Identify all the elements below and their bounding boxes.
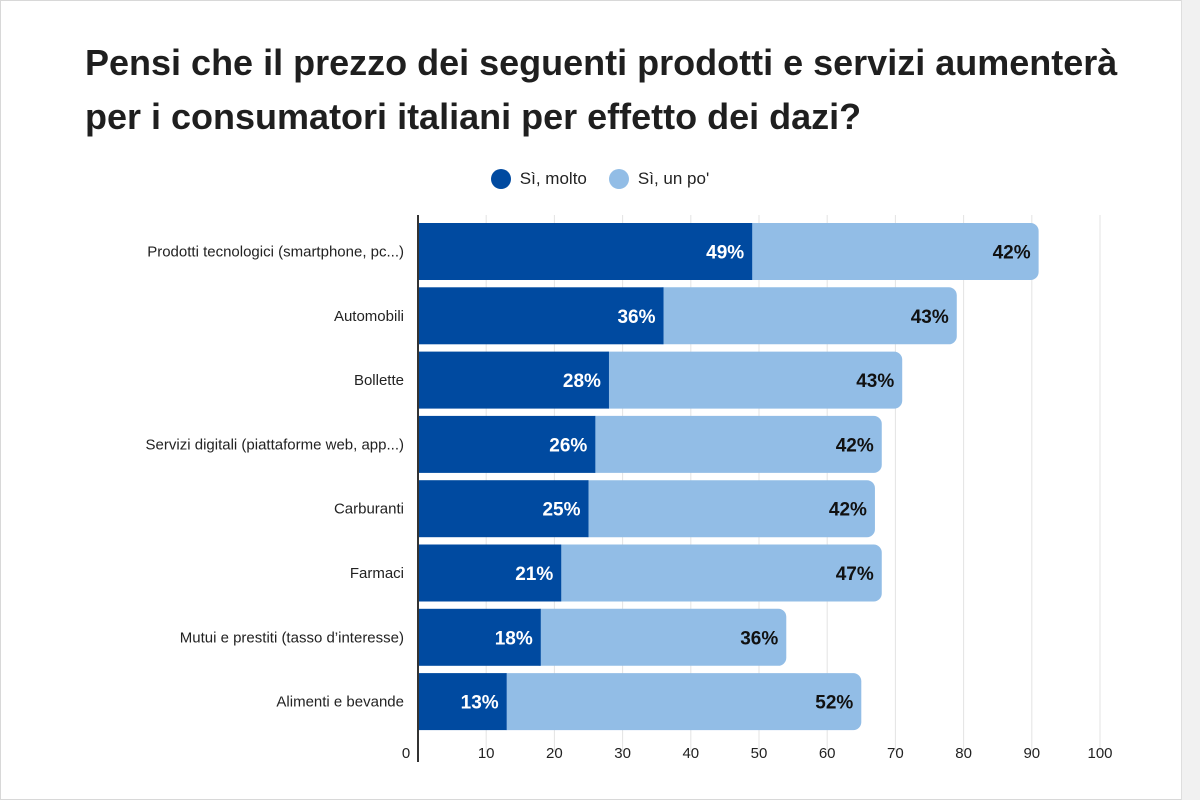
category-label: Farmaci [350,565,404,582]
legend-swatch-dark-blue [490,169,511,189]
x-tick-label: 60 [819,745,836,762]
category-label: Bollette [354,372,404,389]
bar-segment-si-molto [418,287,664,345]
chart-legend: Sì, molto Sì, un po' [0,166,1200,192]
bar-segment-si-molto [418,608,541,666]
legend-label-si-un-po: Sì, un po' [637,169,710,188]
bar-segment-si-molto [418,480,589,538]
bar-segment-si-un-po [532,608,787,666]
data-label-si-un-po: 52% [815,693,853,714]
bar-segment-si-un-po [498,673,862,731]
x-tick-label: 40 [682,745,699,762]
data-label-si-molto: 28% [563,371,601,392]
data-label-si-molto: 13% [461,693,499,714]
category-label: Prodotti tecnologici (smartphone, pc...) [147,244,404,261]
data-label-si-un-po: 42% [829,500,867,521]
x-tick-label: 0 [402,745,410,762]
category-label: Mutui e prestiti (tasso d’interesse) [180,629,404,646]
bar-segment-si-un-po [655,287,957,345]
data-label-si-un-po: 42% [836,435,874,456]
legend-item-si-molto: Sì, molto [490,169,587,189]
chart-title: Pensi che il prezzo dei seguenti prodott… [85,42,1118,137]
data-label-si-un-po: 43% [856,371,894,392]
data-label-si-molto: 18% [495,628,533,649]
data-label-si-un-po: 36% [740,628,778,649]
data-label-si-molto: 26% [549,435,587,456]
bar-segment-si-un-po [553,544,882,602]
bar-segment-si-un-po [587,415,882,473]
bar-segment-si-un-po [580,480,875,538]
category-label: Servizi digitali (piattaforme web, app..… [146,436,404,453]
bar-segment-si-molto [418,351,609,409]
legend-label-si-molto: Sì, molto [519,169,587,188]
category-label: Carburanti [334,501,404,518]
x-tick-label: 50 [751,745,768,762]
bar-segment-si-molto [418,673,507,731]
x-tick-label: 70 [887,745,904,762]
x-tick-label: 90 [1023,745,1040,762]
category-label: Automobili [334,308,404,325]
bar-segment-si-molto [418,415,596,473]
bar-segment-si-molto [418,223,753,280]
data-label-si-un-po: 47% [836,564,874,585]
x-tick-label: 20 [546,745,563,762]
data-label-si-molto: 36% [617,307,655,328]
scrollbar-track[interactable] [1181,0,1200,800]
category-label: Alimenti e bevande [276,694,404,711]
legend-item-si-un-po: Sì, un po' [608,169,710,189]
x-tick-label: 80 [955,745,972,762]
legend-swatch-light-blue [608,169,629,189]
bar-segment-si-un-po [600,351,903,409]
bar-segment-si-un-po [744,223,1039,280]
data-label-si-un-po: 43% [911,307,949,328]
data-label-si-un-po: 42% [993,243,1031,264]
x-tick-label: 10 [478,745,495,762]
data-label-si-molto: 25% [542,500,580,521]
data-label-si-molto: 49% [706,243,744,264]
bar-segment-si-molto [418,544,562,602]
x-tick-label: 30 [614,745,631,762]
data-label-si-molto: 21% [515,564,553,585]
x-tick-label: 100 [1087,745,1112,762]
